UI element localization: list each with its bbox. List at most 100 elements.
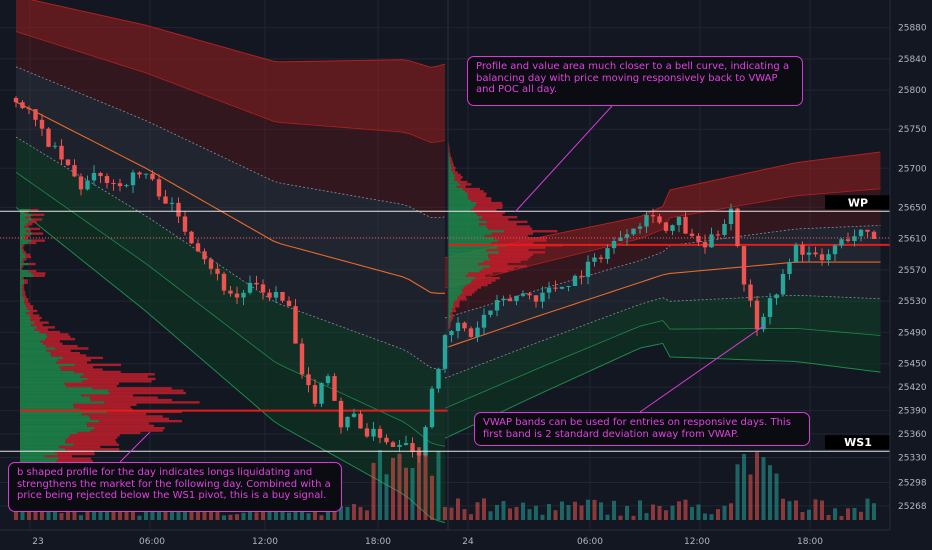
profile-bar-sell bbox=[23, 237, 28, 240]
profile-bar-sell bbox=[454, 300, 460, 303]
candle-body bbox=[13, 97, 19, 103]
profile-bar-buy bbox=[20, 293, 23, 296]
profile-bar-sell bbox=[21, 260, 24, 263]
lower-band-fill-outer bbox=[445, 320, 881, 439]
annotation-connector-vwap bbox=[639, 324, 766, 413]
volume-bar bbox=[859, 511, 863, 520]
profile-bar-buy bbox=[20, 436, 69, 439]
profile-bar-buy bbox=[20, 455, 45, 458]
candle-body bbox=[163, 196, 168, 204]
profile-bar-sell bbox=[460, 293, 473, 296]
profile-bar-sell bbox=[449, 323, 451, 327]
candle-body bbox=[527, 293, 532, 296]
candle-body bbox=[169, 202, 175, 204]
upper-band-fill-outer bbox=[16, 0, 445, 143]
annotation-profile-note-text: Profile and value area much closer to a … bbox=[476, 61, 790, 95]
candle-body bbox=[540, 292, 545, 302]
candle-body bbox=[644, 215, 649, 227]
profile-bar-buy bbox=[20, 283, 23, 287]
profile-bar-buy bbox=[448, 155, 450, 158]
profile-bar-sell bbox=[504, 230, 558, 233]
profile-bar-sell bbox=[449, 157, 452, 160]
volume-bar bbox=[768, 465, 772, 520]
upper-band-fill-inner bbox=[16, 31, 445, 218]
profile-bar-sell bbox=[82, 380, 152, 383]
candle-body bbox=[39, 119, 45, 129]
profile-bar-buy bbox=[20, 415, 90, 418]
profile-bar-buy bbox=[20, 218, 32, 221]
volume-bar bbox=[592, 499, 597, 520]
profile-bar-buy bbox=[448, 208, 471, 212]
profile-bar-buy bbox=[20, 396, 91, 399]
volume-bar bbox=[105, 509, 109, 520]
profile-bar-sell bbox=[489, 265, 527, 268]
profile-bar-buy bbox=[20, 314, 30, 317]
profile-bar-buy bbox=[20, 410, 108, 413]
candle-body bbox=[449, 331, 454, 336]
profile-bar-sell bbox=[448, 145, 450, 149]
candle-body bbox=[546, 287, 552, 293]
profile-bar-buy bbox=[20, 398, 91, 402]
volume-bar bbox=[670, 505, 675, 520]
profile-bar-sell bbox=[94, 426, 165, 430]
x-tick-label: 18:00 bbox=[797, 537, 823, 547]
profile-bar-sell bbox=[453, 305, 460, 308]
profile-bar-sell bbox=[484, 234, 528, 238]
profile-bar-buy bbox=[20, 255, 26, 259]
volume-bar bbox=[521, 502, 525, 520]
profile-bar-buy bbox=[448, 300, 455, 303]
profile-bar-buy bbox=[448, 288, 462, 292]
lower-band-fill-inner bbox=[445, 295, 881, 409]
profile-bar-buy bbox=[20, 417, 91, 421]
volume-bar bbox=[872, 503, 876, 520]
profile-bar-buy bbox=[20, 276, 22, 280]
profile-bar-sell bbox=[453, 302, 460, 306]
volume-bar bbox=[605, 514, 610, 520]
volume-bar bbox=[618, 515, 623, 520]
profile-bar-buy bbox=[448, 319, 450, 322]
candle-body bbox=[150, 173, 155, 180]
candle-body bbox=[800, 244, 805, 255]
profile-bar-sell bbox=[47, 335, 71, 338]
profile-bar-buy bbox=[20, 349, 47, 353]
volume-bar bbox=[53, 510, 57, 520]
profile-bar-sell bbox=[58, 359, 91, 362]
candle-body bbox=[442, 335, 448, 369]
middle-band-fill-low bbox=[445, 262, 881, 379]
profile-bar-sell bbox=[74, 363, 122, 367]
profile-bar-sell bbox=[34, 321, 49, 324]
profile-bar-sell bbox=[491, 241, 534, 245]
profile-bar-sell bbox=[22, 286, 25, 289]
profile-bar-sell bbox=[24, 302, 31, 306]
profile-bar-sell bbox=[21, 246, 24, 249]
profile-bar-buy bbox=[20, 265, 22, 268]
profile-bar-sell bbox=[457, 180, 468, 184]
volume-bar bbox=[709, 514, 714, 520]
profile-bar-buy bbox=[448, 199, 472, 202]
profile-bar-sell bbox=[68, 436, 118, 439]
profile-bar-sell bbox=[79, 408, 133, 411]
x-tick-label: 18:00 bbox=[365, 537, 391, 547]
profile-bar-sell bbox=[499, 251, 546, 254]
level-label-bg-ws1 bbox=[825, 435, 891, 450]
profile-bar-buy bbox=[20, 347, 56, 350]
profile-bar-sell bbox=[462, 291, 475, 294]
profile-bar-sell bbox=[449, 155, 451, 158]
volume-bar bbox=[436, 451, 441, 520]
upper-band-fill-inner bbox=[445, 188, 881, 318]
profile-bar-buy bbox=[20, 262, 29, 266]
profile-bar-sell bbox=[21, 265, 24, 268]
volume-bar bbox=[813, 499, 818, 520]
profile-bar-sell bbox=[61, 368, 103, 371]
profile-bar-buy bbox=[20, 351, 51, 355]
profile-bar-buy bbox=[448, 269, 480, 273]
candles bbox=[13, 96, 877, 463]
band-line-upper-1 bbox=[444, 224, 881, 319]
volume-bar bbox=[820, 500, 824, 520]
profile-bar-sell bbox=[489, 258, 528, 261]
volume-bar bbox=[306, 513, 311, 520]
profile-bar-sell bbox=[468, 272, 493, 275]
profile-bar-sell bbox=[51, 354, 87, 357]
level-label-ws1: WS1 bbox=[844, 436, 872, 449]
annotation-profile-note: Profile and value area much closer to a … bbox=[467, 56, 803, 106]
